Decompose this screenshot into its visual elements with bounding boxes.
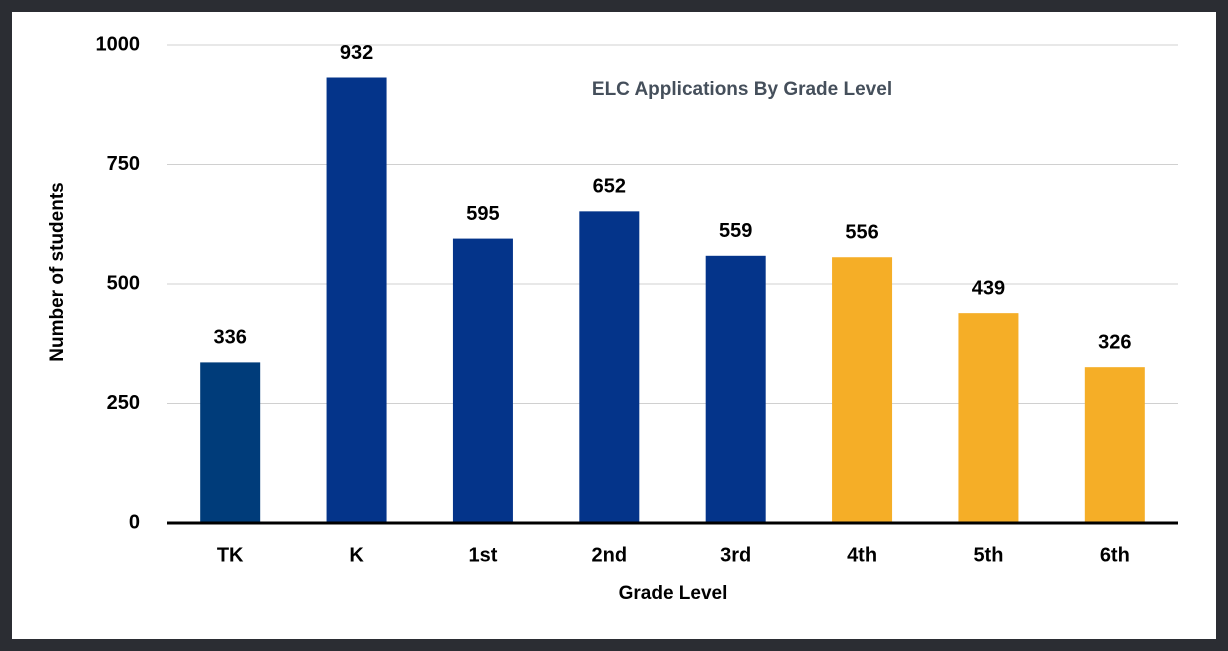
bar: [200, 362, 261, 523]
y-tick-label: 500: [107, 272, 140, 294]
x-tick-label: 5th: [973, 544, 1003, 566]
bar: [705, 255, 766, 523]
x-tick-label: 2nd: [592, 544, 628, 566]
chart-title: ELC Applications By Grade Level: [592, 79, 892, 100]
x-tick-label: 4th: [847, 544, 877, 566]
x-axis-title: Grade Level: [619, 583, 728, 604]
value-label: 336: [214, 327, 247, 349]
x-tick-label: 6th: [1100, 544, 1130, 566]
x-tick-label: 1st: [468, 544, 497, 566]
bar: [579, 211, 640, 523]
bar: [958, 313, 1019, 523]
y-tick-label: 0: [129, 511, 140, 533]
x-tick-label: TK: [217, 544, 244, 566]
y-tick-label: 750: [107, 153, 140, 175]
bar: [326, 77, 387, 523]
value-label: 439: [972, 277, 1005, 299]
y-axis-title: Number of students: [47, 182, 68, 361]
value-label: 652: [593, 176, 626, 198]
bar: [1084, 367, 1145, 523]
value-label: 326: [1098, 331, 1131, 353]
y-tick-label: 250: [107, 392, 140, 414]
value-label: 559: [719, 220, 752, 242]
y-tick-label: 1000: [96, 33, 141, 55]
x-tick-label: 3rd: [720, 544, 751, 566]
value-label: 556: [845, 222, 878, 244]
bar: [832, 257, 893, 523]
value-label: 932: [340, 42, 373, 64]
bar: [452, 238, 513, 523]
value-label: 595: [466, 203, 499, 225]
x-tick-label: K: [349, 544, 364, 566]
